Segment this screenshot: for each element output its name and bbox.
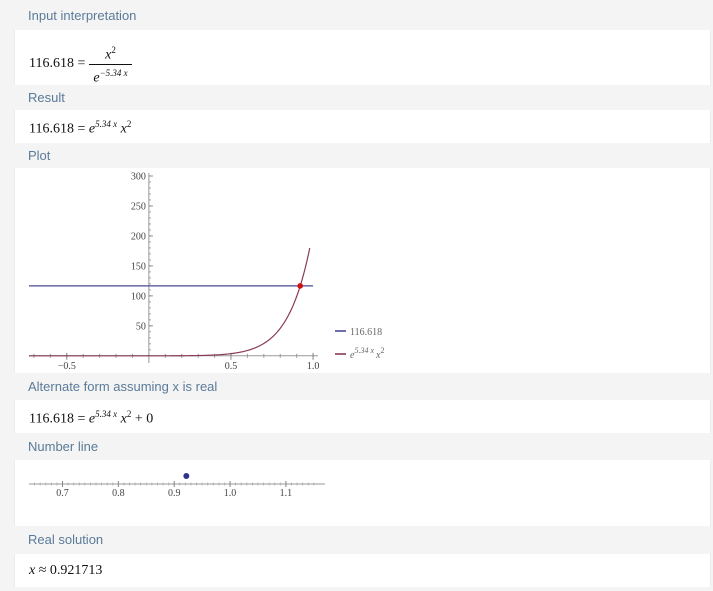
result-base: e xyxy=(88,121,96,137)
pod-result: 116.618 = e5.34 x x2 xyxy=(14,110,711,143)
input-title: Input interpretation xyxy=(28,8,137,23)
plot-x-tick-label: −0.5 xyxy=(58,361,76,372)
numberline-solution-point xyxy=(183,473,190,479)
result-title: Result xyxy=(28,90,65,105)
numberline-tick-label: 0.9 xyxy=(168,488,181,499)
pod-alternate: 116.618 = e5.34 x x2 + 0 xyxy=(14,400,711,433)
pod-numberline: 0.7 0.8 0.9 1.0 1.1 xyxy=(14,460,711,526)
plot-y-tick-label: 150 xyxy=(131,261,146,272)
plot-title: Plot xyxy=(28,148,51,163)
pod-solution: x ≈ 0.921713 xyxy=(14,554,711,587)
solution-formula: x ≈ 0.921713 xyxy=(29,563,102,579)
legend-label-constant: 116.618 xyxy=(350,327,382,338)
plot-y-tick-label: 300 xyxy=(131,171,146,182)
plot-x-tick-label: 1.0 xyxy=(307,361,320,372)
plot-y-tick-label: 200 xyxy=(131,231,146,242)
alternate-formula: 116.618 = e5.34 x x2 + 0 xyxy=(29,409,153,428)
numberline-tick-label: 0.7 xyxy=(56,488,68,499)
legend-exp: 5.34 x xyxy=(354,346,374,355)
result-lhs: 116.618 = xyxy=(29,121,86,137)
input-lhs: 116.618 = xyxy=(29,56,86,72)
alternate-lhs: 116.618 = xyxy=(29,411,86,427)
pod-title-numberline: Number line xyxy=(14,433,711,460)
result-var-exp: 2 xyxy=(126,119,132,129)
legend-var-exp: 2 xyxy=(380,346,384,355)
input-den-exp: −5.34 x xyxy=(99,67,128,78)
solution-title: Real solution xyxy=(28,532,104,547)
pod-title-input: Input interpretation xyxy=(14,0,711,30)
alternate-title: Alternate form assuming x is real xyxy=(28,379,218,394)
input-fraction: x2 e−5.34 x xyxy=(89,42,132,86)
alternate-exp: 5.34 x xyxy=(95,409,118,419)
numberline-title: Number line xyxy=(28,439,99,454)
alternate-var: x xyxy=(120,411,127,427)
numberline-chart: 0.7 0.8 0.9 1.0 1.1 xyxy=(29,473,325,499)
numberline-tick-label: 1.1 xyxy=(280,488,293,499)
input-den-base: e xyxy=(93,70,100,86)
pod-title-plot: Plot xyxy=(14,143,711,168)
legend-label-function: e5.34 x x2 xyxy=(350,346,384,361)
result-var: x xyxy=(120,121,127,137)
solution-approx: ≈ 0.921713 xyxy=(35,563,103,578)
pod-plot: −0.5 0.5 1.0 50 100 150 200 250 300 116.618 e5.34… xyxy=(14,168,711,373)
alternate-base: e xyxy=(88,411,96,427)
pod-title-solution: Real solution xyxy=(14,526,711,554)
pod-input: 116.618 = x2 e−5.34 x xyxy=(14,30,711,85)
result-exp: 5.34 x xyxy=(95,119,118,129)
plot-x-tick-label: 0.5 xyxy=(225,361,238,372)
result-formula: 116.618 = e5.34 x x2 xyxy=(29,119,131,138)
plot-y-tick-label: 100 xyxy=(131,291,146,302)
numberline-tick-label: 0.8 xyxy=(112,488,125,499)
intersection-point xyxy=(297,283,304,289)
pod-title-alternate: Alternate form assuming x is real xyxy=(14,373,711,400)
plot-y-tick-label: 250 xyxy=(131,201,146,212)
alternate-var-exp: 2 xyxy=(126,409,132,419)
input-num-var: x xyxy=(105,47,112,63)
numberline-tick-label: 1.0 xyxy=(224,488,237,499)
solution-var: x xyxy=(29,563,36,578)
legend-var: x xyxy=(375,350,381,361)
alternate-tail: + 0 xyxy=(131,411,154,427)
input-num-exp: 2 xyxy=(111,45,116,55)
input-formula: 116.618 = x2 e−5.34 x xyxy=(29,42,132,86)
plot-chart: −0.5 0.5 1.0 50 100 150 200 250 300 116.618 e5.34… xyxy=(29,171,384,372)
legend-base: e xyxy=(350,350,355,361)
pod-title-result: Result xyxy=(14,85,711,110)
series-function-curve xyxy=(29,247,311,357)
plot-y-tick-label: 50 xyxy=(136,321,146,332)
